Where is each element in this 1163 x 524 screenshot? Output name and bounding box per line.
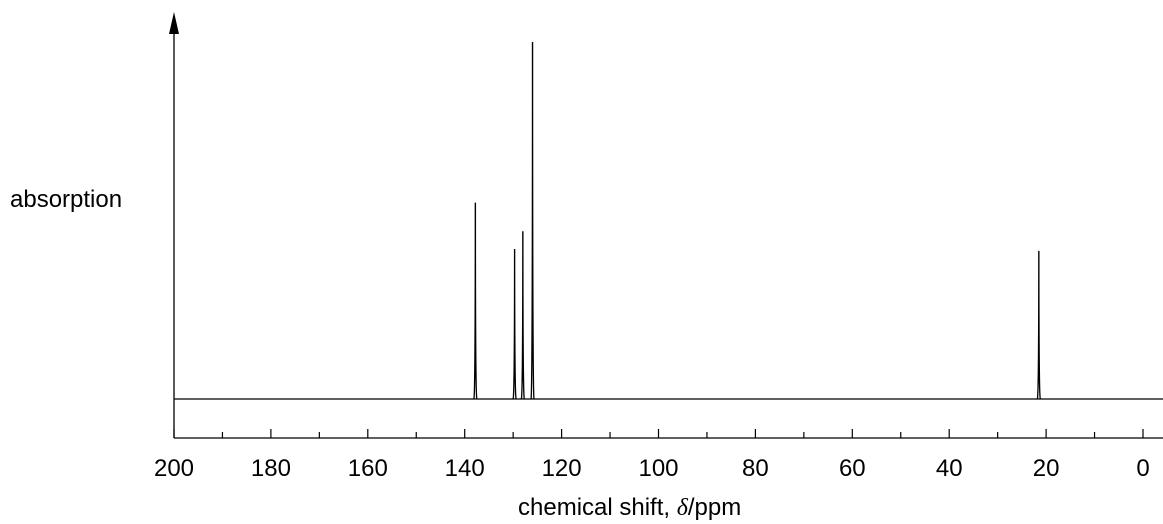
- spectrum-peak: [520, 231, 526, 400]
- y-axis-label: absorption: [10, 186, 123, 213]
- x-tick-label: 0: [1136, 455, 1149, 482]
- spectrum-peak: [473, 202, 478, 400]
- x-axis-ticks: 200 180 160 140 120 100 80 60 40 20 0: [154, 429, 1150, 482]
- x-tick-label: 20: [1033, 455, 1060, 482]
- x-tick-label: 120: [542, 455, 582, 482]
- x-axis-label: chemical shift, δ/ppm: [518, 494, 741, 522]
- spectrum-peak: [512, 249, 517, 400]
- y-axis-arrowhead: [169, 12, 179, 34]
- x-axis-label-prefix: chemical shift,: [518, 494, 677, 521]
- x-tick-label: 40: [936, 455, 963, 482]
- x-axis-label-suffix: /ppm: [687, 494, 742, 521]
- spectrum-peaks: [473, 41, 1042, 400]
- x-tick-label: 200: [154, 455, 194, 482]
- x-tick-label: 60: [839, 455, 866, 482]
- x-tick-label: 80: [742, 455, 769, 482]
- spectrum-peak: [530, 41, 535, 400]
- x-tick-label: 140: [445, 455, 485, 482]
- x-tick-label: 160: [348, 455, 388, 482]
- x-tick-label: 180: [251, 455, 291, 482]
- x-tick-label: 100: [638, 455, 678, 482]
- spectrum-peak: [1036, 250, 1042, 400]
- x-axis-label-symbol: δ: [676, 495, 688, 521]
